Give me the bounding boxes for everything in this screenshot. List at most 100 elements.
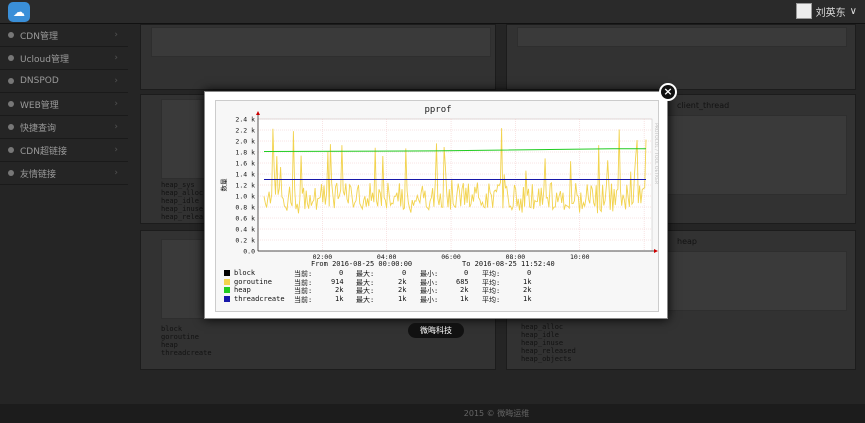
y-tick-label: 1.8 k: [235, 149, 255, 157]
chevron-right-icon: ›: [114, 99, 118, 109]
series-name: block: [234, 269, 256, 277]
legend: block 当前: 0 最大: 0 最小: 0 平均: 0 goroutine …: [224, 269, 654, 304]
legend-label: heap_alloc: [161, 189, 204, 197]
panel-top-left: [140, 24, 496, 90]
y-tick-label: 2.4 k: [235, 116, 255, 124]
panel-top-right: [506, 24, 856, 90]
chevron-right-icon: ›: [114, 145, 118, 155]
sidebar-item-quick-query[interactable]: 快捷查询 ›: [0, 116, 128, 139]
circle-icon: [8, 78, 14, 84]
sidebar-item-cdn-links[interactable]: CDN超链接 ›: [0, 139, 128, 162]
chart-thumbnail: [151, 27, 491, 57]
y-tick-label: 1.2 k: [235, 182, 255, 190]
x-tick-label: 08:00: [506, 253, 526, 261]
pprof-chart: 0.0 0.2 k 0.4 k 0.6 k 0.8 k 1.0 k 1.2 k 1.4 k 1.…: [219, 111, 659, 261]
avg-value: 1k: [523, 277, 532, 286]
circle-icon: [8, 124, 14, 130]
circle-icon: [8, 32, 14, 38]
user-menu[interactable]: 刘英东 ∨: [795, 3, 857, 19]
y-axis-label: 数量: [219, 178, 228, 192]
chevron-right-icon: ›: [114, 30, 118, 40]
min-value: 685: [456, 277, 469, 286]
y-tick-label: 1.6 k: [235, 160, 255, 168]
avatar[interactable]: [795, 3, 812, 19]
chevron-down-icon[interactable]: ∨: [849, 5, 857, 17]
sidebar-item-cdn[interactable]: CDN管理 ›: [0, 24, 128, 47]
to-label: To 2016-08-25 11:52:40: [462, 260, 555, 268]
min-label: 最小:: [420, 295, 439, 304]
y-tick-label: 2.2 k: [235, 127, 255, 135]
chevron-right-icon: ›: [114, 53, 118, 63]
avg-label: 平均:: [482, 295, 501, 304]
y-tick-label: 0.2 k: [235, 237, 255, 245]
min-value: 2k: [460, 286, 469, 294]
cur-label: 当前:: [294, 270, 313, 278]
sidebar-item-friend-links[interactable]: 友情链接 ›: [0, 162, 128, 185]
max-label: 最大:: [356, 295, 375, 304]
circle-icon: [8, 170, 14, 176]
chevron-right-icon: ›: [114, 76, 118, 86]
x-tick-label: 04:00: [377, 253, 397, 261]
series-goroutine-line: [263, 128, 647, 214]
y-tick-label: 1.0 k: [235, 193, 255, 201]
max-value: 2k: [398, 286, 407, 294]
legend-swatch: [224, 270, 230, 276]
legend-label: heap_idle: [161, 197, 199, 205]
circle-icon: [8, 55, 14, 61]
max-value: 0: [402, 269, 407, 277]
avg-value: 0: [527, 269, 532, 277]
min-value: 1k: [460, 294, 469, 303]
legend-label: heap_inuse: [161, 205, 204, 213]
sidebar-item-ucloud[interactable]: Ucloud管理 ›: [0, 47, 128, 70]
legend-swatch: [224, 295, 230, 302]
watermark: PROTOCOL / TOOL OETKER: [653, 123, 659, 184]
legend-label: goroutine: [161, 333, 199, 341]
legend-label: heap_objects: [521, 355, 572, 363]
close-icon[interactable]: ×: [659, 83, 677, 101]
y-tick-label: 1.4 k: [235, 171, 255, 179]
y-tick-label: 2.0 k: [235, 138, 255, 146]
avg-label: 平均:: [482, 270, 501, 278]
cur-value: 0: [339, 269, 344, 277]
chevron-right-icon: ›: [114, 168, 118, 178]
min-value: 0: [464, 269, 469, 277]
x-tick-label: 02:00: [313, 253, 333, 261]
y-tick-label: 0.6 k: [235, 215, 255, 223]
cur-label: 当前:: [294, 278, 313, 287]
x-tick-label: 06:00: [441, 253, 461, 261]
max-label: 最大:: [356, 278, 375, 287]
min-label: 最小:: [420, 270, 439, 278]
sidebar-item-web[interactable]: WEB管理 ›: [0, 93, 128, 116]
max-value: 1k: [398, 294, 407, 303]
legend-label: heap_released: [161, 213, 216, 221]
legend-row: heap 当前: 2k 最大: 2k 最小: 2k 平均: 2k: [224, 286, 654, 295]
chart-title: pprof: [424, 105, 452, 115]
series-heap-line: [263, 148, 646, 152]
min-label: 最小:: [420, 287, 439, 295]
footer: 2015 © 微晦运维: [128, 404, 865, 423]
chart-frame: pprof 0.0 0.2 k 0.4 k 0.6 k 0.8 k 1.0 k 1.2 k 1…: [215, 100, 659, 312]
avg-label: 平均:: [482, 287, 501, 295]
cur-label: 当前:: [294, 287, 313, 295]
y-tick-label: 0.4 k: [235, 226, 255, 234]
max-value: 2k: [398, 277, 407, 286]
series-name: heap: [234, 286, 251, 294]
legend-swatch: [224, 287, 230, 293]
legend-label: heap_alloc: [521, 323, 564, 331]
legend-label: heap_inuse: [521, 339, 564, 347]
sidebar-item-dnspod[interactable]: DNSPOD ›: [0, 70, 128, 93]
max-label: 最大:: [356, 270, 375, 278]
user-name[interactable]: 刘英东: [815, 7, 846, 19]
circle-icon: [8, 101, 14, 107]
legend-label: block: [161, 325, 183, 333]
cloud-icon[interactable]: ☁: [8, 2, 30, 22]
brand-button[interactable]: 微晦科技: [408, 323, 464, 338]
panel-title: client_thread: [677, 101, 730, 110]
legend-row: goroutine 当前: 914 最大: 2k 最小: 685 平均: 1k: [224, 278, 654, 287]
min-label: 最小:: [420, 278, 439, 287]
legend-swatch: [224, 278, 230, 285]
y-tick-label: 0.0: [243, 248, 255, 256]
cur-value: 914: [331, 277, 344, 286]
avg-value: 2k: [523, 286, 532, 294]
legend-label: threadcreate: [161, 349, 212, 357]
